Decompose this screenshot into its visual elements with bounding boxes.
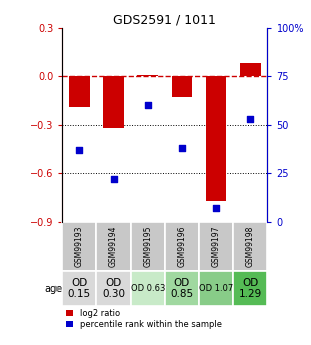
Bar [240,63,261,76]
Bar [96,222,131,271]
Bar [131,222,165,271]
Text: OD
0.30: OD 0.30 [102,278,125,299]
Bar [233,271,267,306]
Bar [62,222,96,271]
Title: GDS2591 / 1011: GDS2591 / 1011 [114,13,216,27]
Bar [137,75,158,76]
Point [111,176,116,182]
Text: GSM99194: GSM99194 [109,226,118,267]
Bar [165,222,199,271]
Bar [172,76,192,97]
Bar [96,271,131,306]
Point [77,147,82,152]
Bar [165,271,199,306]
Text: OD 1.07: OD 1.07 [199,284,233,293]
Text: GSM99195: GSM99195 [143,226,152,267]
Bar [206,76,226,201]
Bar [131,271,165,306]
Bar [62,271,96,306]
Text: OD
1.29: OD 1.29 [239,278,262,299]
Text: GSM99193: GSM99193 [75,226,84,267]
Legend: log2 ratio, percentile rank within the sample: log2 ratio, percentile rank within the s… [66,309,222,329]
Text: GSM99198: GSM99198 [246,226,255,267]
Text: GSM99197: GSM99197 [212,226,220,267]
Text: GSM99196: GSM99196 [178,226,186,267]
Text: age: age [44,284,63,294]
Point [179,145,184,151]
Text: OD
0.15: OD 0.15 [68,278,91,299]
Point [214,205,219,211]
Point [248,116,253,121]
Bar [69,76,90,107]
Bar [103,76,124,128]
Bar [199,222,233,271]
Point [145,102,150,108]
Bar [199,271,233,306]
Text: OD 0.63: OD 0.63 [131,284,165,293]
Bar [233,222,267,271]
Text: OD
0.85: OD 0.85 [170,278,193,299]
